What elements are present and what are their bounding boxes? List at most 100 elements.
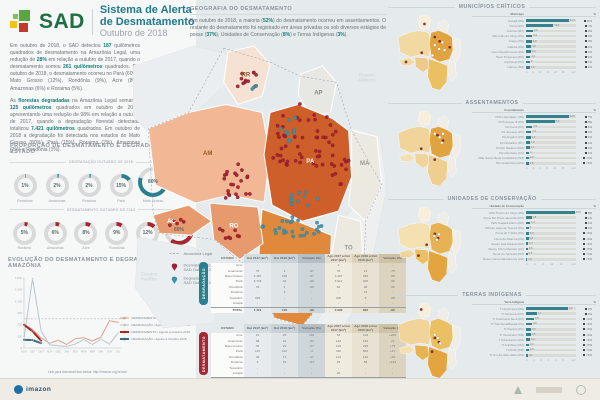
bar-row: APA do Lago de Tucuruí (PA) 1 1% [485,226,592,231]
svg-text:1.200: 1.200 [15,299,22,303]
legend-item: DEGRADAÇÃO • Agosto 2017 a Julho 2018 [120,323,196,327]
tree-icon [514,385,522,394]
bar-row: Itaituba (PA) 2,6 1% [507,44,592,49]
intro-text-block: Em outubro de 2018, o SAD detectou 187 q… [10,43,140,159]
bar-row: Pacajá (PA) 21,4 11% [508,18,592,23]
mini-map-ucs [397,206,462,283]
table-row: Amazonas 75 2 -97 78 21 -73 [211,269,406,275]
bar-row: TI Uru-Eu-Wau-Wau (RO) 0,2 <1% [489,353,592,358]
bar-row: Resex Cazumbá-Iracema (AC) 0,4 <1% [482,257,592,262]
proportion-heading: PROPORÇÃO DE DESMATAMENTO E DEGRADAÇÃO P… [10,143,183,155]
globe-icon [576,384,586,395]
table-row: Roraima -3- -15- [211,290,406,297]
svg-text:OUT: OUT [38,350,44,354]
donut-Amazonas: 6% Amazonas [43,221,68,250]
mini-map-tis [397,302,462,379]
svg-text:JUN: JUN [107,350,112,354]
table-row: Amapá - - -20- - [211,371,406,378]
evolution-heading: EVOLUÇÃO DO DESMATAMENTO E DEGRADAÇÃO NA… [8,257,172,269]
page-title-line2: de Desmatamento [99,15,195,28]
svg-text:ABR: ABR [90,350,95,354]
bar-row: TI Cachoeira Seca (PA) 0,8 <1% [492,316,592,321]
bar-row: TI Trincheira/Bacajá (PA) 0,6 <1% [490,322,592,327]
bar-row: APA Triunfo do Xingu (PA) 15,6 8% [489,210,592,215]
bar-row: PAE Santa Maria Auxiliadora (AM) 0,9 <1% [478,156,592,161]
donut-Rondônia: 9% Rondônia [104,221,129,250]
svg-text:MA: MA [360,161,370,167]
section-unidades-conservacao: UNIDADES DE CONSERVAÇÃO Unidade de Conse… [388,196,597,292]
table-row: Pará 115 112 -3 430 503 +17 [211,349,406,356]
svg-text:900: 900 [17,311,22,315]
donut-Amazonas: 2% Amazonas [44,174,70,203]
bar-row: Novo Progresso (PA) 2,2 1% [495,54,592,59]
bar-row: Resex Jaci-Paraná (RO) 0,7 <1% [491,241,592,246]
right-section-title: MUNICÍPIOS CRÍTICOS [388,4,597,10]
table-row: Rondônia 78 1 -99 82 28 -66 [211,285,406,291]
donut-Pará: 60% Pará [163,214,194,250]
bar-row: TI Pirititi (RR) 0,3 <1% [506,348,592,353]
svg-text:MAI: MAI [99,350,104,354]
svg-text:600: 600 [17,323,22,327]
bar-row: Resex Chico Mendes (AC) 0,6 <1% [488,246,592,251]
geography-section: GEOGRAFIA DO DESMATAMENTO Em outubro de … [190,6,386,39]
svg-text:RO: RO [229,223,238,229]
svg-text:SET: SET [30,350,35,354]
right-section-title: TERRAS INDÍGENAS [388,292,596,298]
bar-row: Novo Repartimento (PA) 2,4 1% [491,49,592,54]
degradation-table: DEGRADAÇÃO ESTADO Out 2017 (km²) Out 2018 (… [199,254,406,314]
bar-row: Flona do Jacundá (RO) 0,5 <1% [492,252,592,257]
svg-text:AP: AP [314,90,322,96]
table-row: Amapá - - - - - - [211,301,406,308]
svg-text:Amazônia Legal: Amazônia Legal [184,251,213,256]
donut-Roraima: 2% Roraima [76,174,102,203]
bar-row: Portel (PA) 13,6 7% [509,23,592,28]
table-row: Mato Grosso 30 22 -27 126 226 +79 [211,344,406,350]
legend-item: DESMATAMENTO • Agosto a Outubro 2018 [120,330,196,334]
bar-row: São Félix do Xingu (PA) 3,2 2% [492,34,592,39]
geography-heading: GEOGRAFIA DO DESMATAMENTO [190,6,386,15]
page-subtitle: Outubro de 2018 [99,28,168,39]
svg-text:300: 300 [17,334,22,338]
download-link-note[interactable]: Link para download dos dados: http://ima… [48,370,127,374]
bar-row: TI Munduruku (PA) 0,4 <1% [498,337,592,342]
svg-text:DEZ: DEZ [56,350,62,354]
partner-logos [514,384,586,395]
bar-row: Flona Rio Preto-Jacundá (RO) 1,8 1% [483,215,592,220]
mini-map-municipios [397,14,462,91]
svg-text:AC: AC [167,219,176,225]
deforestation-table: DESMATAMENTO ESTADO Out 2017 (km²) Out 2018… [199,324,406,384]
table-row: Amazonas 68 11 -84 140 152 +9 [211,339,406,345]
bar-row: PDS Liberdade I (PA) 12,8 7% [495,114,592,119]
bar-row: TI Karipuna (RO) 1,1 1% [501,311,592,316]
donut-Mato Grosso: 80% Mato Grosso [138,167,168,203]
svg-text:PA: PA [306,159,315,165]
bar-row: PA Juruena (MT) 1,6 1% [501,130,592,135]
bar-row: TI Apyterewa (PA) 4,2 2% [499,306,592,311]
table-row: Acre - - -2- - [211,263,406,269]
mini-map-assentamentos [397,110,462,187]
donut-row-caption: DESMATAMENTO OUTUBRO DE 2018 [10,208,192,212]
bar-row: PA Angelim (PA) 1,4 1% [502,135,592,140]
bar-chart-municipios: Município% Pacajá (PA) 21,4 11% Portel (… [472,12,596,94]
bar-row: TI Yanomami (RR) 0,5 <1% [499,332,592,337]
svg-text:1.800: 1.800 [15,276,22,280]
partner-logo [536,386,562,393]
bar-row: Flona de Altamira (PA) 0,8 <1% [494,236,592,241]
imazon-logo: imazon [14,385,51,394]
intro-paragraph-1: Em outubro de 2018, o SAD detectou 187 q… [10,43,141,92]
imazon-logo-icon [14,385,23,394]
header: SAD Sistema de Alerta de Desmatamento Ou… [10,4,195,39]
bar-row: Itupiranga (PA) 2 1% [504,60,592,65]
table-row: Tocantins - - - - - - [211,366,406,372]
footer: imazon [0,378,600,400]
sad-logo-text: SAD [39,9,85,33]
table-row: Roraima 6 10 +67 26 58 +123 [211,360,406,367]
svg-text:NOV: NOV [47,350,53,354]
bar-row: Lábrea (AM) 1,9 1% [507,65,592,70]
sad-logo-icon [10,9,32,34]
right-section-title: UNIDADES DE CONSERVAÇÃO [388,196,597,202]
bar-row: PDS Anapu III (PA) 8,6 5% [498,119,592,124]
table-row: Acre 10 15 +50 32 104 +225 [211,333,406,339]
donut-Roraima: 5% Roraima [12,221,37,250]
